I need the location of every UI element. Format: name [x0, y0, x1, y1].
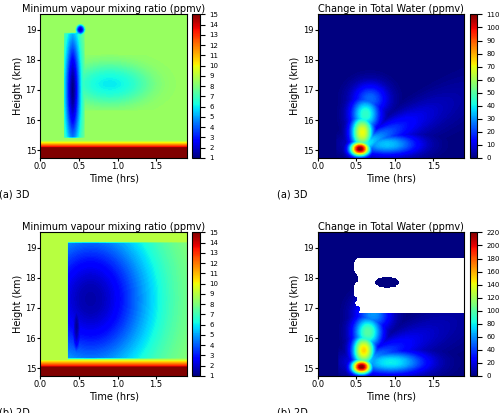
Text: (b) 2D: (b) 2D — [277, 407, 307, 413]
Text: (b) 2D: (b) 2D — [0, 407, 30, 413]
X-axis label: Time (hrs): Time (hrs) — [366, 392, 416, 402]
X-axis label: Time (hrs): Time (hrs) — [89, 174, 139, 184]
Title: Minimum vapour mixing ratio (ppmv): Minimum vapour mixing ratio (ppmv) — [22, 222, 205, 232]
Title: Minimum vapour mixing ratio (ppmv): Minimum vapour mixing ratio (ppmv) — [22, 4, 205, 14]
Y-axis label: Height (km): Height (km) — [290, 57, 300, 115]
Title: Change in Total Water (ppmv): Change in Total Water (ppmv) — [318, 4, 464, 14]
Text: (a) 3D: (a) 3D — [277, 190, 307, 199]
Title: Change in Total Water (ppmv): Change in Total Water (ppmv) — [318, 222, 464, 232]
X-axis label: Time (hrs): Time (hrs) — [366, 174, 416, 184]
Y-axis label: Height (km): Height (km) — [13, 57, 23, 115]
Text: (a) 3D: (a) 3D — [0, 190, 30, 199]
Y-axis label: Height (km): Height (km) — [13, 275, 23, 333]
Y-axis label: Height (km): Height (km) — [290, 275, 300, 333]
X-axis label: Time (hrs): Time (hrs) — [89, 392, 139, 402]
